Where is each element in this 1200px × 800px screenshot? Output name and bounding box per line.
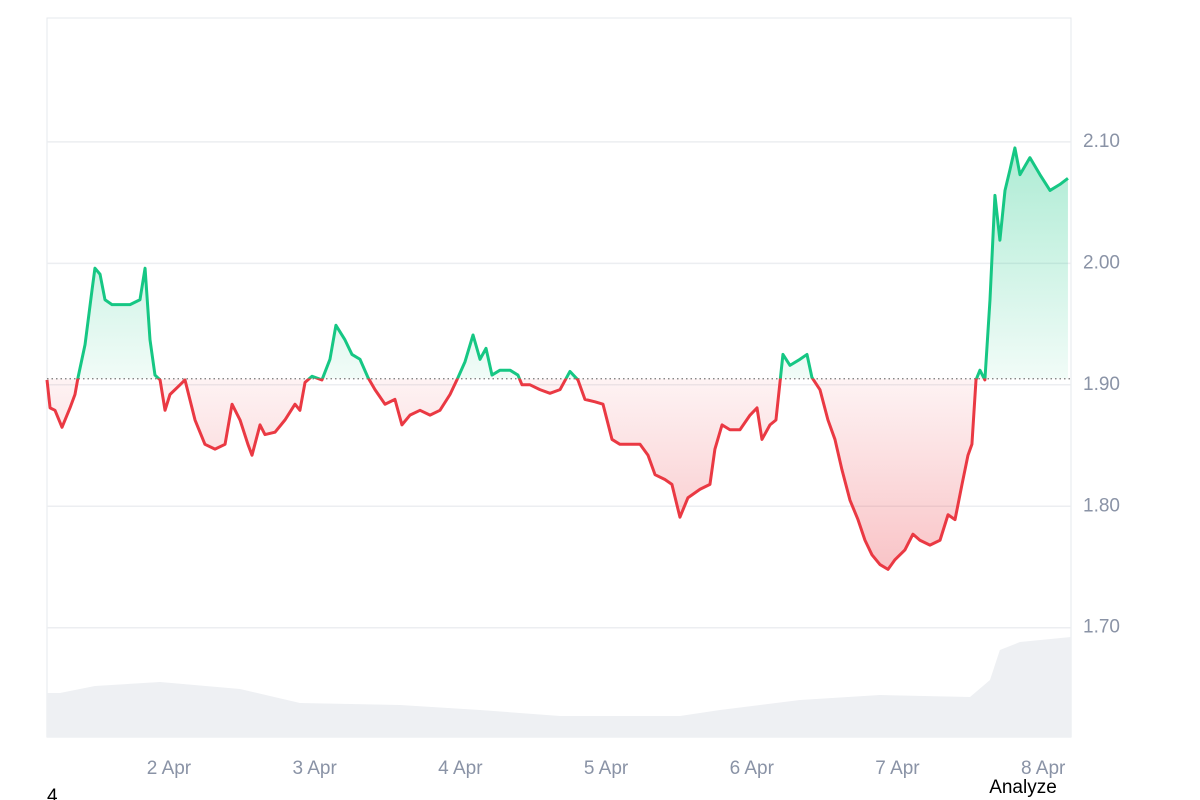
y-tick-label: 2.10 <box>1083 131 1120 152</box>
y-tick-label: 1.70 <box>1083 617 1120 638</box>
x-tick-label: 7 Apr <box>875 758 920 779</box>
analyze-button[interactable]: Analyze <box>989 777 1057 798</box>
x-tick-label: 6 Apr <box>730 758 775 779</box>
y-tick-label: 1.80 <box>1083 495 1120 516</box>
x-tick-label: 2 Apr <box>147 758 192 779</box>
x-tick-label: 8 Apr <box>1021 758 1066 779</box>
price-line <box>45 146 1069 571</box>
y-tick-label: 1.90 <box>1083 374 1120 395</box>
plot-frame <box>46 17 1072 738</box>
footer-left: 4 <box>47 786 58 800</box>
y-tick-label: 2.00 <box>1083 252 1120 273</box>
x-tick-label: 4 Apr <box>438 758 483 779</box>
x-tick-label: 5 Apr <box>584 758 629 779</box>
x-tick-label: 3 Apr <box>292 758 337 779</box>
volume-area <box>47 637 1071 737</box>
